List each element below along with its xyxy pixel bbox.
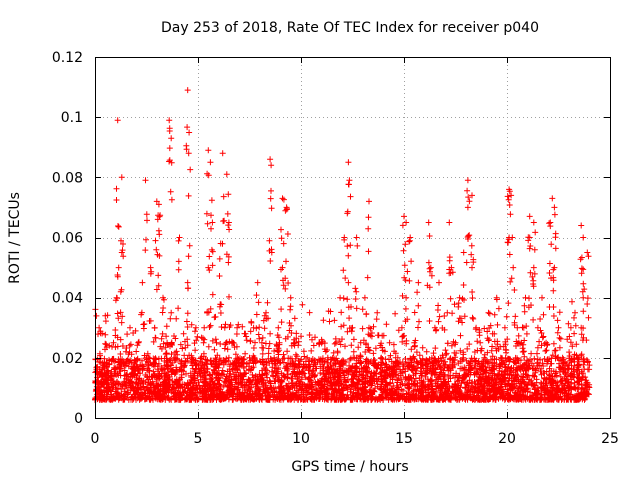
x-tick-label: 25 xyxy=(601,431,619,447)
x-tick-label: 0 xyxy=(91,431,100,447)
y-tick-label: 0.08 xyxy=(52,170,83,186)
data-points xyxy=(92,87,593,403)
y-tick-label: 0.06 xyxy=(52,231,83,247)
x-tick-label: 5 xyxy=(194,431,203,447)
x-tick-label: 15 xyxy=(395,431,413,447)
y-tick-label: 0.04 xyxy=(52,291,83,307)
y-tick-label: 0.12 xyxy=(52,50,83,66)
chart-title: Day 253 of 2018, Rate Of TEC Index for r… xyxy=(161,20,539,36)
y-axis-label: ROTI / TECUs xyxy=(7,192,23,284)
y-tick-label: 0 xyxy=(74,411,83,427)
y-tick-label: 0.1 xyxy=(61,110,83,126)
y-tick-label: 0.02 xyxy=(52,351,83,367)
x-tick-label: 10 xyxy=(292,431,310,447)
x-tick-label: 20 xyxy=(498,431,516,447)
roti-markers xyxy=(92,87,593,403)
axis-ticks: 0 5 10 15 20 25 0 0.02 0.04 0.06 0.08 0.1 0.12 xyxy=(52,50,619,447)
x-axis-label: GPS time / hours xyxy=(291,459,408,475)
